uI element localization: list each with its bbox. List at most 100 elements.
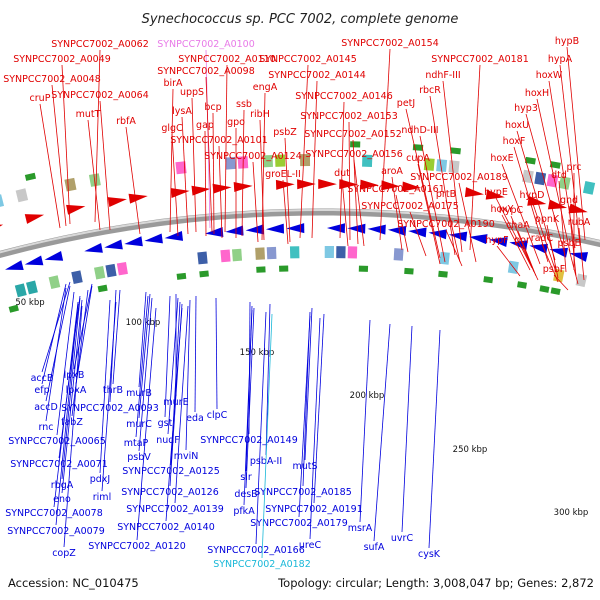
- label-leader-line: [311, 80, 318, 239]
- forward-gene-label: SYNPCC7002_A0161: [347, 184, 445, 195]
- forward-gene-label: hypE: [484, 187, 508, 198]
- label-leader-line: [125, 126, 141, 235]
- forward-gene-arrow: [547, 199, 568, 210]
- reverse-cog-block: [553, 268, 565, 283]
- forward-gene-arrow: [381, 180, 401, 191]
- reverse-gene-label: desB: [234, 489, 257, 500]
- label-leader-line: [513, 146, 549, 263]
- forward-gene-label: SYNPCC7002_A0100: [157, 39, 255, 50]
- reverse-cog-block: [231, 248, 243, 262]
- rna-marker: [483, 276, 494, 284]
- label-leader-line: [245, 307, 255, 489]
- genome-title: Synechococcus sp. PCC 7002, complete gen…: [142, 12, 459, 27]
- forward-gene-label: birA: [163, 78, 183, 89]
- rna-marker: [8, 304, 19, 313]
- label-leader-line: [224, 64, 228, 233]
- reverse-gene-arrow: [84, 242, 103, 253]
- forward-gene-label: SYNPCC7002_A0049: [13, 54, 111, 65]
- label-leader-line: [215, 297, 218, 410]
- reverse-gene-label: SYNPCC7002_A0120: [88, 541, 186, 552]
- reverse-cog-block: [116, 261, 128, 276]
- label-leader-line: [135, 295, 149, 438]
- label-leader-line: [536, 98, 571, 253]
- reverse-cog-block: [14, 283, 27, 298]
- label-leader-line: [428, 329, 441, 549]
- reverse-gene-label: mtaP: [124, 438, 149, 449]
- rna-marker: [279, 265, 289, 272]
- reverse-cog-block: [255, 247, 265, 260]
- label-leader-line: [341, 178, 349, 247]
- reverse-cog-block: [266, 246, 277, 260]
- forward-cog-block: [64, 177, 77, 192]
- label-leader-line: [313, 313, 325, 504]
- forward-cog-block: [362, 154, 373, 167]
- forward-gene-arrow: [339, 179, 358, 190]
- label-leader-line: [546, 224, 559, 279]
- rna-marker: [24, 172, 37, 181]
- reverse-gene-label: pdxJ: [90, 474, 110, 485]
- reverse-gene-arrow: [245, 224, 264, 235]
- forward-gene-label: ndhF-III: [425, 70, 460, 81]
- forward-cog-block: [448, 160, 460, 174]
- label-leader-line: [112, 289, 121, 385]
- label-leader-line: [61, 299, 83, 494]
- reverse-gene-label: eda: [186, 413, 204, 424]
- reverse-gene-label: efp: [34, 385, 49, 396]
- forward-gene-label: SYNPCC7002_A0098: [157, 66, 255, 77]
- reverse-gene-arrow: [104, 239, 123, 250]
- accession-text: Accession: NC_010475: [8, 576, 139, 590]
- label-leader-line: [218, 145, 223, 239]
- forward-gene-label: hoxH: [525, 88, 549, 99]
- label-leader-line: [299, 64, 309, 239]
- forward-gene-label: petJ: [397, 98, 415, 109]
- reverse-gene-arrow: [468, 234, 488, 245]
- label-leader-line: [409, 211, 427, 257]
- backbone-arc: [0, 208, 600, 259]
- reverse-gene-label: psbV: [127, 452, 151, 463]
- reverse-cog-block: [71, 270, 83, 285]
- label-leader-line: [41, 283, 67, 385]
- forward-gene-label: lysA: [172, 106, 192, 117]
- forward-gene-label: psbE: [557, 238, 580, 249]
- reverse-gene-arrow: [387, 225, 407, 236]
- label-leader-line: [75, 285, 93, 385]
- label-leader-line: [204, 130, 207, 237]
- scale-tick-label: 200 kbp: [350, 391, 385, 401]
- label-leader-line: [99, 100, 111, 231]
- label-leader-line: [61, 64, 71, 225]
- reverse-cog-block: [26, 280, 38, 295]
- forward-gene-label: glgC: [161, 123, 183, 134]
- reverse-cog-block: [336, 246, 346, 259]
- label-leader-line: [379, 48, 391, 241]
- rna-marker: [450, 147, 461, 155]
- forward-gene-label: SYNPCC7002_A0062: [51, 39, 149, 50]
- forward-gene-arrow: [318, 179, 337, 190]
- forward-gene-label: SYNPCC7002_A0190: [397, 219, 495, 230]
- forward-gene-label: mutT: [76, 109, 101, 120]
- forward-gene-label: hoxW: [536, 70, 563, 81]
- reverse-gene-arrow: [428, 229, 447, 240]
- label-leader-line: [164, 295, 171, 418]
- label-leader-line: [419, 135, 446, 263]
- forward-gene-label: groEL-II: [265, 169, 301, 180]
- label-leader-line: [501, 163, 541, 265]
- forward-gene-arrow: [212, 183, 232, 194]
- label-leader-line: [56, 291, 75, 436]
- forward-gene-label: uppS: [180, 87, 204, 98]
- label-leader-line: [87, 119, 101, 231]
- rna-marker: [176, 272, 187, 280]
- reverse-gene-arrow: [265, 223, 285, 234]
- forward-gene-label: SYNPCC7002_A0048: [3, 74, 101, 85]
- reverse-cog-block: [324, 246, 335, 259]
- reverse-gene-arrow: [164, 230, 184, 241]
- label-leader-line: [243, 309, 253, 506]
- forward-gene-label: SYNPCC7002_A0145: [259, 54, 357, 65]
- forward-gene-label: hypD: [520, 190, 545, 201]
- label-leader-line: [401, 325, 413, 533]
- label-leader-line: [496, 245, 521, 277]
- label-leader-line: [558, 180, 567, 273]
- forward-cog-block: [15, 188, 29, 203]
- reverse-gene-label: sufA: [364, 542, 385, 553]
- reverse-gene-label: SYNPCC7002_A0139: [126, 504, 224, 515]
- forward-gene-label: prc: [567, 162, 582, 173]
